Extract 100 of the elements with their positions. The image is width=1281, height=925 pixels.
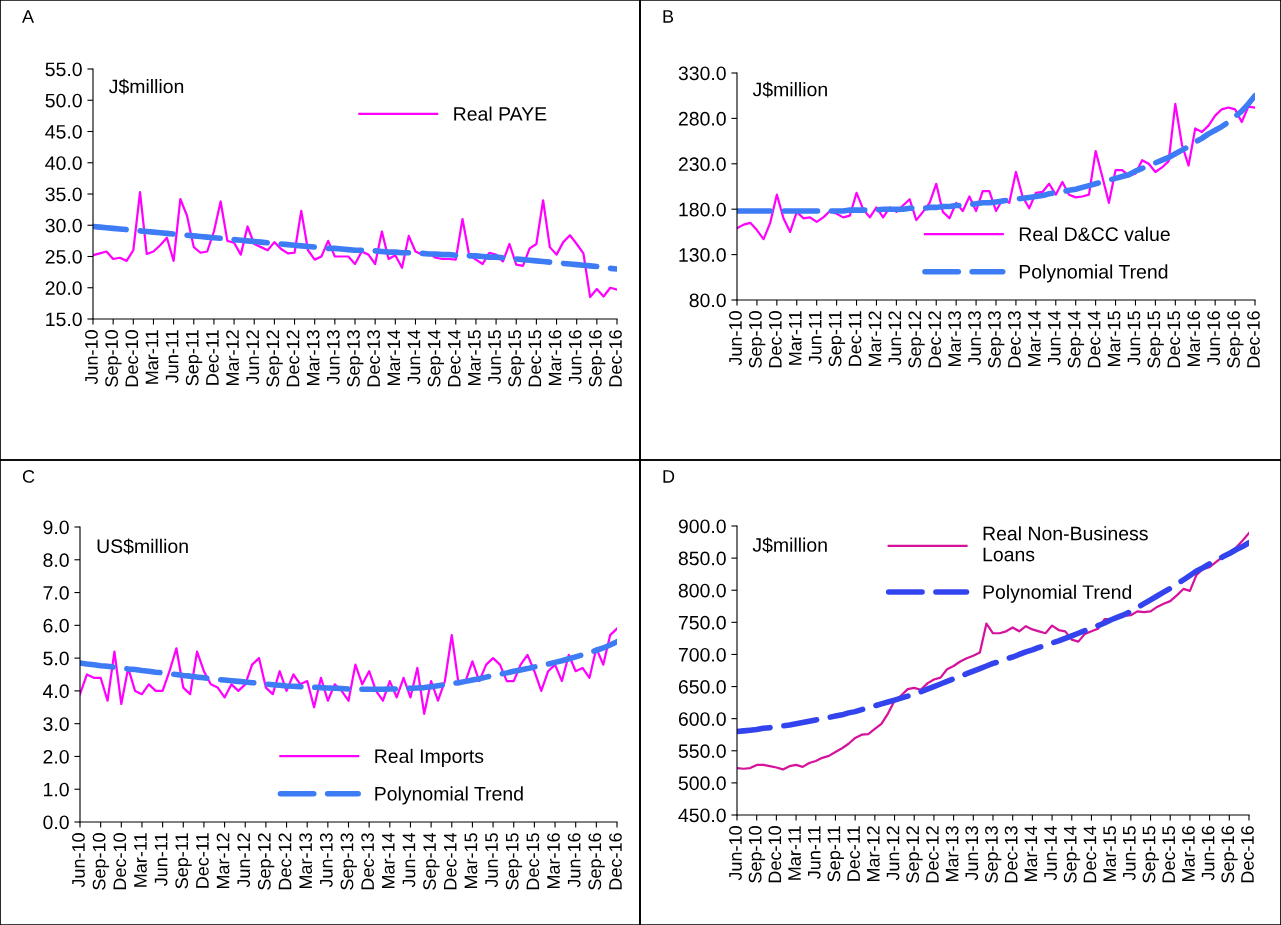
x-tick-label: Jun-13: [968, 311, 981, 366]
x-tick-label: Jun-15: [1127, 311, 1141, 366]
x-tick-label: Jun-14: [407, 329, 421, 385]
y-tick-label: 4.0: [43, 684, 69, 699]
x-tick-label: Jun-16: [567, 833, 581, 888]
x-tick-label: Sep-11: [828, 311, 846, 367]
y-tick-label: 0.0: [43, 815, 69, 830]
x-tick-label: Dec-15: [1162, 826, 1176, 883]
text: C: [22, 470, 35, 483]
x-tick-label: Sep-13: [340, 833, 357, 890]
y-tick-label: 750.0: [678, 615, 726, 630]
x-tick-label: Mar-16: [1187, 311, 1201, 367]
x-tick-label: Jun-10: [85, 330, 98, 385]
x-tick-label: Dec-15: [528, 330, 542, 387]
x-tick-label: Sep-15: [1142, 826, 1159, 883]
x-tick-label: Jun-12: [246, 330, 260, 385]
legend-label: Polynomial Trend: [983, 584, 1132, 603]
x-tick-label: Jun-10: [729, 826, 742, 881]
x-tick-label: Sep-14: [427, 329, 445, 387]
x-tick-label: Mar-13: [948, 311, 961, 367]
x-tick-label: Sep-11: [827, 826, 844, 882]
y-tick-label: 5.0: [43, 651, 69, 666]
x-tick-label: Sep-11: [175, 833, 192, 889]
x-tick-label: Mar-15: [1107, 311, 1121, 367]
line-series: [93, 191, 617, 299]
x-tick-label: Mar-14: [1028, 310, 1041, 367]
x-tick-label: Mar-13: [306, 330, 320, 386]
x-tick-label: Mar-11: [145, 330, 159, 384]
y-tick-label: 800.0: [678, 583, 726, 598]
x-tick-label: Jun-14: [1044, 825, 1057, 881]
y-tick-label: 9.0: [43, 520, 69, 535]
x-tick-label: Sep-13: [347, 330, 364, 387]
x-tick-label: Sep-11: [185, 330, 203, 386]
x-tick-label: Dec-15: [1167, 311, 1181, 368]
x-tick-label: Jun-13: [319, 833, 333, 888]
y-tick-label: 20.0: [45, 281, 82, 295]
x-tick-label: Jun-15: [485, 833, 498, 888]
x-tick-label: Sep-14: [423, 832, 440, 890]
y-tick-label: 600.0: [678, 712, 726, 726]
x-tick-label: Dec-16: [1241, 826, 1254, 883]
y-axis-title: US$million: [97, 538, 188, 555]
x-tick-label: Mar-16: [547, 833, 560, 889]
x-tick-label: Sep-12: [266, 330, 283, 387]
x-tick-label: Dec-13: [367, 330, 380, 387]
x-tick-label: Dec-14: [444, 832, 457, 890]
x-tick-label: Jun-15: [1123, 826, 1136, 881]
y-tick-label: 2.0: [43, 749, 69, 764]
x-tick-label: Sep-15: [505, 833, 523, 890]
x-tick-label: Mar-15: [468, 330, 481, 386]
legend-label: Real Imports: [375, 748, 484, 767]
text: D: [663, 470, 675, 483]
y-axis-title: J$million: [109, 78, 184, 95]
text: A: [22, 10, 35, 23]
line-series: [80, 627, 617, 715]
x-tick-label: Dec-14: [448, 329, 461, 387]
x-tick-label: Dec-16: [609, 330, 622, 387]
x-tick-label: Jun-11: [154, 833, 168, 887]
y-axis-title: J$million: [752, 81, 827, 98]
x-tick-label: Dec-12: [928, 311, 942, 368]
x-tick-label: Sep-15: [508, 330, 525, 387]
x-tick-label: Mar-11: [788, 826, 801, 880]
x-tick-label: Jun-14: [1048, 310, 1061, 366]
x-tick-label: Dec-11: [848, 311, 862, 366]
x-tick-label: Dec-16: [1247, 311, 1260, 368]
x-tick-label: Jun-16: [1207, 311, 1220, 366]
x-tick-label: Sep-16: [588, 330, 606, 387]
x-tick-label: Jun-11: [165, 330, 179, 383]
x-tick-label: Sep-12: [257, 833, 275, 890]
line-series: [737, 102, 1255, 241]
x-tick-label: Jun-12: [886, 826, 900, 881]
y-tick-label: 35.0: [45, 187, 82, 202]
x-tick-label: Jun-11: [808, 826, 821, 880]
x-tick-label: Dec-13: [1007, 311, 1021, 368]
x-tick-label: Dec-10: [768, 311, 782, 368]
y-tick-label: 3.0: [43, 717, 69, 731]
x-tick-label: Mar-16: [548, 330, 562, 386]
x-tick-label: Mar-13: [945, 826, 959, 882]
legend-label: Real PAYE: [454, 106, 547, 121]
y-tick-label: 450.0: [678, 808, 726, 823]
y-tick-label: 15.0: [46, 312, 82, 327]
x-tick-label: Dec-11: [847, 826, 860, 881]
y-tick-label: 1.0: [44, 782, 69, 797]
x-tick-label: Sep-14: [1063, 825, 1081, 883]
y-tick-label: 700.0: [678, 647, 726, 662]
x-tick-label: Sep-12: [906, 826, 923, 883]
legend-label: Real Non-Business Loans: [983, 526, 1148, 562]
x-tick-label: Mar-13: [299, 833, 313, 889]
y-tick-label: 850.0: [678, 551, 726, 566]
y-tick-label: 40.0: [45, 156, 82, 170]
x-tick-label: Mar-12: [866, 826, 880, 882]
x-tick-label: Sep-13: [988, 311, 1005, 368]
x-tick-label: Mar-14: [387, 329, 401, 386]
x-tick-label: Jun-10: [729, 311, 742, 366]
x-tick-label: Jun-12: [237, 833, 251, 888]
y-tick-label: 230.0: [678, 157, 726, 172]
x-tick-label: Sep-16: [1221, 826, 1238, 883]
x-tick-label: Sep-15: [1147, 311, 1164, 368]
x-tick-label: Sep-12: [908, 311, 925, 368]
x-tick-label: Dec-12: [286, 330, 300, 387]
x-tick-label: Jun-14: [402, 832, 416, 888]
